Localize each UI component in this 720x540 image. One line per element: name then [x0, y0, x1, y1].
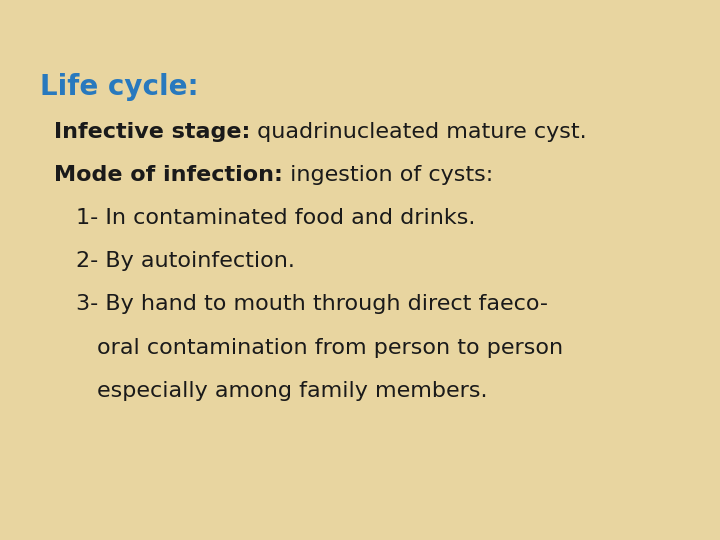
- Text: ingestion of cysts:: ingestion of cysts:: [283, 165, 493, 185]
- Text: quadrinucleated mature cyst.: quadrinucleated mature cyst.: [251, 122, 587, 141]
- Text: 1- In contaminated food and drinks.: 1- In contaminated food and drinks.: [76, 208, 475, 228]
- Text: oral contamination from person to person: oral contamination from person to person: [97, 338, 563, 357]
- Text: especially among family members.: especially among family members.: [97, 381, 487, 401]
- Text: Mode of infection:: Mode of infection:: [54, 165, 283, 185]
- Text: 2- By autoinfection.: 2- By autoinfection.: [76, 251, 294, 271]
- Text: Life cycle:: Life cycle:: [40, 73, 198, 101]
- Text: 3- By hand to mouth through direct faeco-: 3- By hand to mouth through direct faeco…: [76, 294, 548, 314]
- Text: Infective stage:: Infective stage:: [54, 122, 251, 141]
